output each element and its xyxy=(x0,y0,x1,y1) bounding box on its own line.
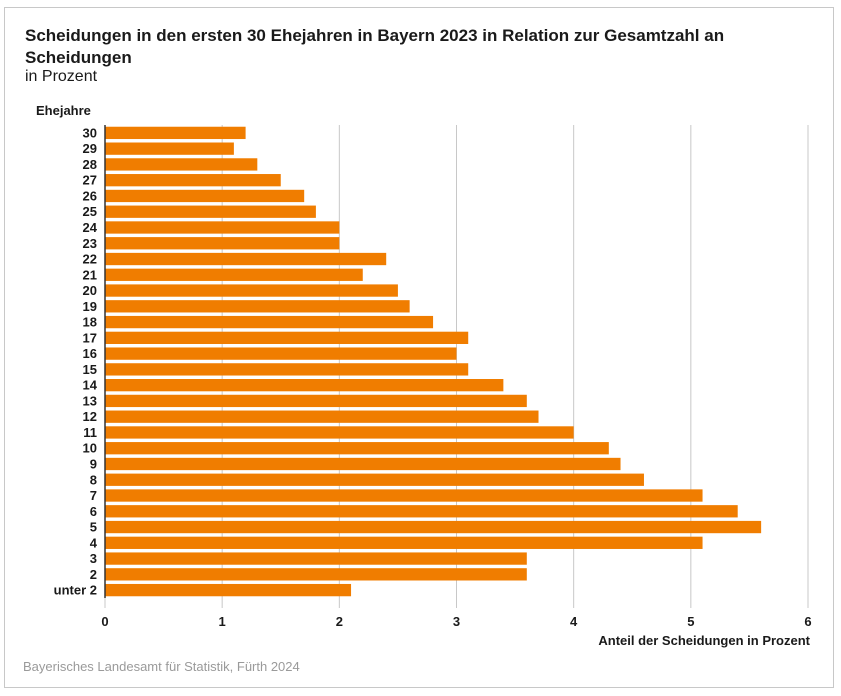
bar xyxy=(105,410,539,423)
y-tick-label: 18 xyxy=(83,315,97,330)
bar xyxy=(105,237,340,250)
y-tick-label: 12 xyxy=(83,409,97,424)
y-tick-label: 20 xyxy=(83,283,97,298)
bar xyxy=(105,536,703,549)
y-tick-label: 25 xyxy=(83,204,97,219)
bar xyxy=(105,347,457,360)
bar xyxy=(105,394,527,408)
y-tick-label: 17 xyxy=(83,330,97,345)
bar xyxy=(105,284,398,297)
bar xyxy=(105,552,527,565)
bar xyxy=(105,331,469,344)
y-tick-label: 30 xyxy=(83,125,97,140)
bar xyxy=(105,158,258,171)
y-tick-label: 24 xyxy=(83,220,98,235)
y-tick-label: 5 xyxy=(90,520,97,535)
bar xyxy=(105,505,738,518)
y-tick-label: unter 2 xyxy=(54,583,97,598)
y-tick-label: 9 xyxy=(90,456,97,471)
bar xyxy=(105,489,703,502)
bar xyxy=(105,174,281,187)
bar xyxy=(105,205,316,218)
y-tick-label: 11 xyxy=(83,425,97,440)
x-tick-label: 2 xyxy=(336,614,343,629)
y-tick-label: 16 xyxy=(83,346,97,361)
x-axis-label: Anteil der Scheidungen in Prozent xyxy=(598,633,810,648)
bar xyxy=(105,300,410,313)
y-tick-label: 27 xyxy=(83,173,97,188)
y-tick-label: 10 xyxy=(83,441,97,456)
bar xyxy=(105,520,762,534)
x-tick-label: 4 xyxy=(570,614,578,629)
x-tick-label: 6 xyxy=(804,614,811,629)
chart-subtitle: in Prozent xyxy=(25,68,98,85)
bar xyxy=(105,583,352,597)
bar xyxy=(105,221,340,234)
bar xyxy=(105,268,363,281)
chart-frame xyxy=(4,7,834,688)
x-tick-label: 1 xyxy=(219,614,226,629)
y-tick-label: 26 xyxy=(83,188,97,203)
y-tick-label: 14 xyxy=(83,378,98,393)
bar xyxy=(105,126,246,140)
y-tick-label: 19 xyxy=(83,299,97,314)
source-note: Bayerisches Landesamt für Statistik, Für… xyxy=(23,659,300,674)
x-tick-label: 5 xyxy=(687,614,694,629)
y-tick-label: 15 xyxy=(83,362,97,377)
y-tick-label: 2 xyxy=(90,567,97,582)
x-tick-label: 0 xyxy=(101,614,108,629)
y-tick-label: 8 xyxy=(90,472,97,487)
bar xyxy=(105,363,469,376)
y-tick-label: 4 xyxy=(90,535,98,550)
y-tick-label: 29 xyxy=(83,141,97,156)
y-axis-label: Ehejahre xyxy=(36,103,91,118)
bar xyxy=(105,142,234,155)
bar xyxy=(105,473,644,486)
y-tick-label: 21 xyxy=(83,267,97,282)
bar xyxy=(105,442,609,455)
y-tick-label: 22 xyxy=(83,252,97,267)
y-tick-label: 23 xyxy=(83,236,97,251)
bar xyxy=(105,252,387,266)
bar xyxy=(105,568,527,581)
bar xyxy=(105,426,574,439)
bar xyxy=(105,379,504,392)
y-tick-label: 28 xyxy=(83,157,97,172)
y-tick-label: 13 xyxy=(83,393,97,408)
bar xyxy=(105,457,621,471)
x-tick-label: 3 xyxy=(453,614,460,629)
y-tick-label: 3 xyxy=(90,551,97,566)
bar xyxy=(105,315,434,329)
y-tick-label: 6 xyxy=(90,504,97,519)
y-tick-label: 7 xyxy=(90,488,97,503)
bar xyxy=(105,189,305,203)
chart-title: Scheidungen in den ersten 30 Ehejahren i… xyxy=(25,26,725,67)
